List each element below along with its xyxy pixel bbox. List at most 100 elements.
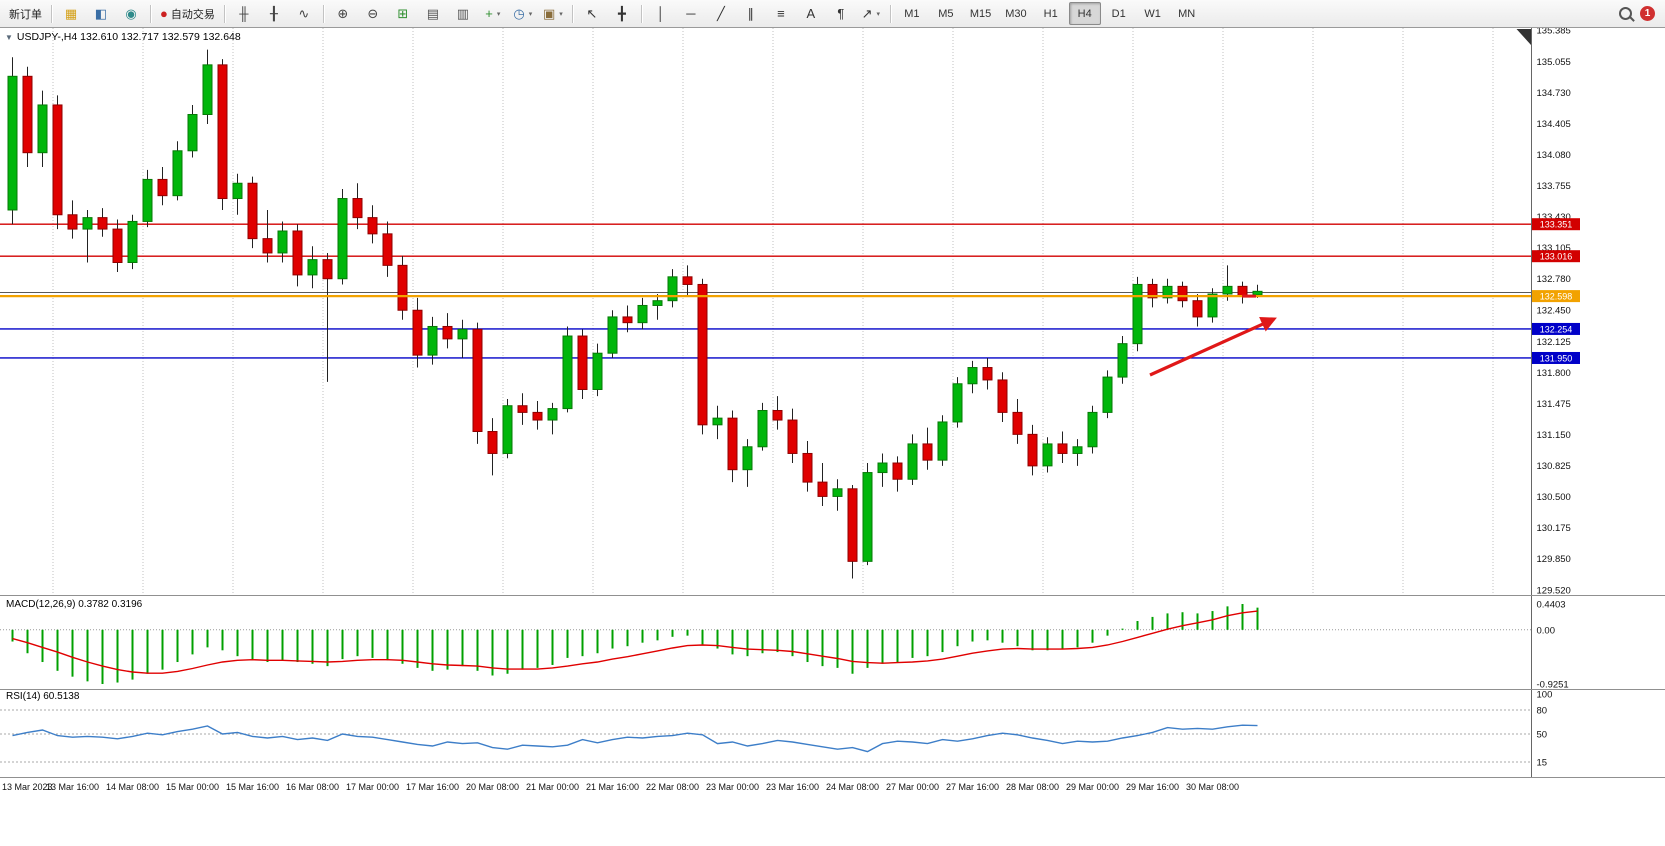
period-icon-button[interactable]: ◷ ▾ xyxy=(509,2,537,25)
timeframe-m1-button[interactable]: M1 xyxy=(904,7,920,20)
candle-body xyxy=(682,276,693,285)
toolbar-group: ╫ ╂ ∿ xyxy=(229,2,319,25)
price-badge: 132.598 xyxy=(1532,290,1580,303)
cascade-windows-icon-button[interactable]: ▤ xyxy=(419,2,447,25)
new-chart-icon-button[interactable]: ▦ xyxy=(57,2,85,25)
candle-body xyxy=(637,304,648,324)
channel-icon-button[interactable]: ∥ xyxy=(737,2,765,25)
indicators-icon-button[interactable]: + ▾ xyxy=(479,2,507,25)
price-axis-label: 134.405 xyxy=(1537,119,1571,130)
price-axis-label: 130.500 xyxy=(1537,492,1571,503)
chart-title-text: USDJPY-,H4 132.610 132.717 132.579 132.6… xyxy=(16,31,241,43)
horizontal-line-icon-icon: ─ xyxy=(686,6,696,21)
arrange-windows-icon-icon: ▥ xyxy=(456,6,469,21)
chart-shift-marker[interactable] xyxy=(1516,29,1532,45)
candle-body xyxy=(187,114,198,152)
arrange-windows-icon-button[interactable]: ▥ xyxy=(449,2,477,25)
rsi-axis-label: 50 xyxy=(1537,730,1548,741)
price-axis-label: 135.385 xyxy=(1537,26,1571,37)
price-axis-label: 131.150 xyxy=(1537,430,1571,441)
candle-body xyxy=(547,408,558,421)
candle-body xyxy=(1027,433,1038,467)
chart-title-triangle-icon[interactable]: ▼ xyxy=(5,32,13,42)
zoom-out-icon-button[interactable]: ⊖ xyxy=(359,2,387,25)
time-axis-label: 14 Mar 08:00 xyxy=(106,782,159,792)
zoom-in-icon-button[interactable]: ⊕ xyxy=(329,2,357,25)
trend-arrow[interactable] xyxy=(1149,316,1277,377)
chevron-down-icon: ▾ xyxy=(559,10,563,18)
new-order-button[interactable]: 新订单 xyxy=(5,2,46,25)
candle-body xyxy=(832,488,843,497)
candle-body xyxy=(937,421,948,461)
timeframe-m5-button[interactable]: M5 xyxy=(938,7,954,20)
line-chart-type-icon-button[interactable]: ∿ xyxy=(290,2,318,25)
template-icon-icon: ▣ xyxy=(542,6,556,21)
search-icon[interactable] xyxy=(1619,7,1632,20)
crosshair-icon-button[interactable]: ╋ xyxy=(608,2,636,25)
toolbar-separator xyxy=(150,4,151,23)
channel-icon-icon: ∥ xyxy=(747,6,755,21)
time-axis-label: 16 Mar 08:00 xyxy=(286,782,339,792)
trendline-icon-button[interactable]: ╱ xyxy=(707,2,735,25)
timeframe-group: M1 M5 M15 M30 H1 H4 D1 W1 MN xyxy=(895,2,1204,25)
bar-chart-type-icon-button[interactable]: ╫ xyxy=(230,2,258,25)
tile-windows-icon-button[interactable]: ⊞ xyxy=(389,2,417,25)
price-axis-label: 132.780 xyxy=(1537,274,1571,285)
candle-body xyxy=(922,443,933,461)
profiles-icon-button[interactable]: ◧ xyxy=(87,2,115,25)
refresh-icon-button[interactable]: ◉ xyxy=(117,2,145,25)
fibonacci-icon-button[interactable]: ≡ xyxy=(767,2,795,25)
price-axis[interactable]: 135.385 135.055 134.730 134.405 134.080 133.7… xyxy=(1532,26,1580,597)
horizontal-lines xyxy=(0,223,1532,359)
last-price-tick xyxy=(1242,294,1256,298)
candle-body xyxy=(532,411,543,421)
timeframe-m30-button[interactable]: M30 xyxy=(1005,7,1027,20)
timeframe-mn-button[interactable]: MN xyxy=(1178,7,1196,20)
candle-body xyxy=(502,405,513,454)
price-axis-label: 132.450 xyxy=(1537,306,1571,317)
label-icon-button[interactable]: ¶ xyxy=(827,2,855,25)
vertical-line-icon-button[interactable]: │ xyxy=(647,2,675,25)
timeframe-m15-button[interactable]: M15 xyxy=(969,7,992,20)
time-axis-label: 21 Mar 00:00 xyxy=(526,782,579,792)
time-axis-label: 28 Mar 08:00 xyxy=(1006,782,1059,792)
timeframe-d1-button[interactable]: D1 xyxy=(1111,7,1126,20)
candle-body xyxy=(1177,285,1188,302)
template-icon-button[interactable]: ▣ ▾ xyxy=(539,2,567,25)
time-axis-label: 21 Mar 16:00 xyxy=(586,782,639,792)
arrows-icon-icon: ↗ xyxy=(861,6,873,21)
toolbar-group: ↖ ╋ xyxy=(577,2,637,25)
time-axis-label: 17 Mar 16:00 xyxy=(406,782,459,792)
cursor-icon-button[interactable]: ↖ xyxy=(578,2,606,25)
candle-body xyxy=(52,104,63,216)
candlestick-chart-type-icon-button[interactable]: ╂ xyxy=(260,2,288,25)
price-axis-label: 134.080 xyxy=(1537,150,1571,161)
candle-body xyxy=(1057,443,1068,454)
macd-signal-line xyxy=(12,610,1258,674)
candle-body xyxy=(1222,285,1233,295)
timeframe-h1-button[interactable]: H1 xyxy=(1043,7,1058,20)
notification-badge[interactable]: 1 xyxy=(1640,6,1655,21)
rsi-panel[interactable]: 100 80 50 15 xyxy=(0,690,1552,769)
price-badge: 133.351 xyxy=(1532,218,1580,231)
macd-panel[interactable]: 0.4403 0.00 -0.9251 xyxy=(0,600,1569,691)
candle-body xyxy=(7,75,18,211)
macd-axis-label: 0.00 xyxy=(1537,625,1556,636)
auto-trading-button[interactable]: ● 自动交易 xyxy=(156,2,219,25)
new-order-button-label: 新订单 xyxy=(9,8,42,21)
rsi-line xyxy=(12,724,1258,753)
toolbar-group: ● 自动交易 xyxy=(155,2,220,25)
vertical-line-icon-icon: │ xyxy=(656,6,665,21)
text-icon-button[interactable]: A xyxy=(797,2,825,25)
candle-body xyxy=(217,64,228,200)
timeframe-w1-button[interactable]: W1 xyxy=(1144,7,1161,20)
timeframe-h4-button[interactable]: H4 xyxy=(1068,2,1101,25)
time-axis-label: 15 Mar 00:00 xyxy=(166,782,219,792)
bar-chart-type-icon-icon: ╫ xyxy=(239,6,249,21)
candle-body xyxy=(1042,443,1053,467)
arrows-icon-button[interactable]: ↗ ▾ xyxy=(857,2,885,25)
time-axis-label: 22 Mar 08:00 xyxy=(646,782,699,792)
horizontal-line-icon-button[interactable]: ─ xyxy=(677,2,705,25)
